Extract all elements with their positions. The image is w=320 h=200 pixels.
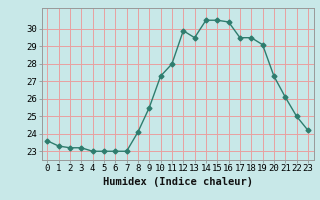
X-axis label: Humidex (Indice chaleur): Humidex (Indice chaleur) <box>103 177 252 187</box>
